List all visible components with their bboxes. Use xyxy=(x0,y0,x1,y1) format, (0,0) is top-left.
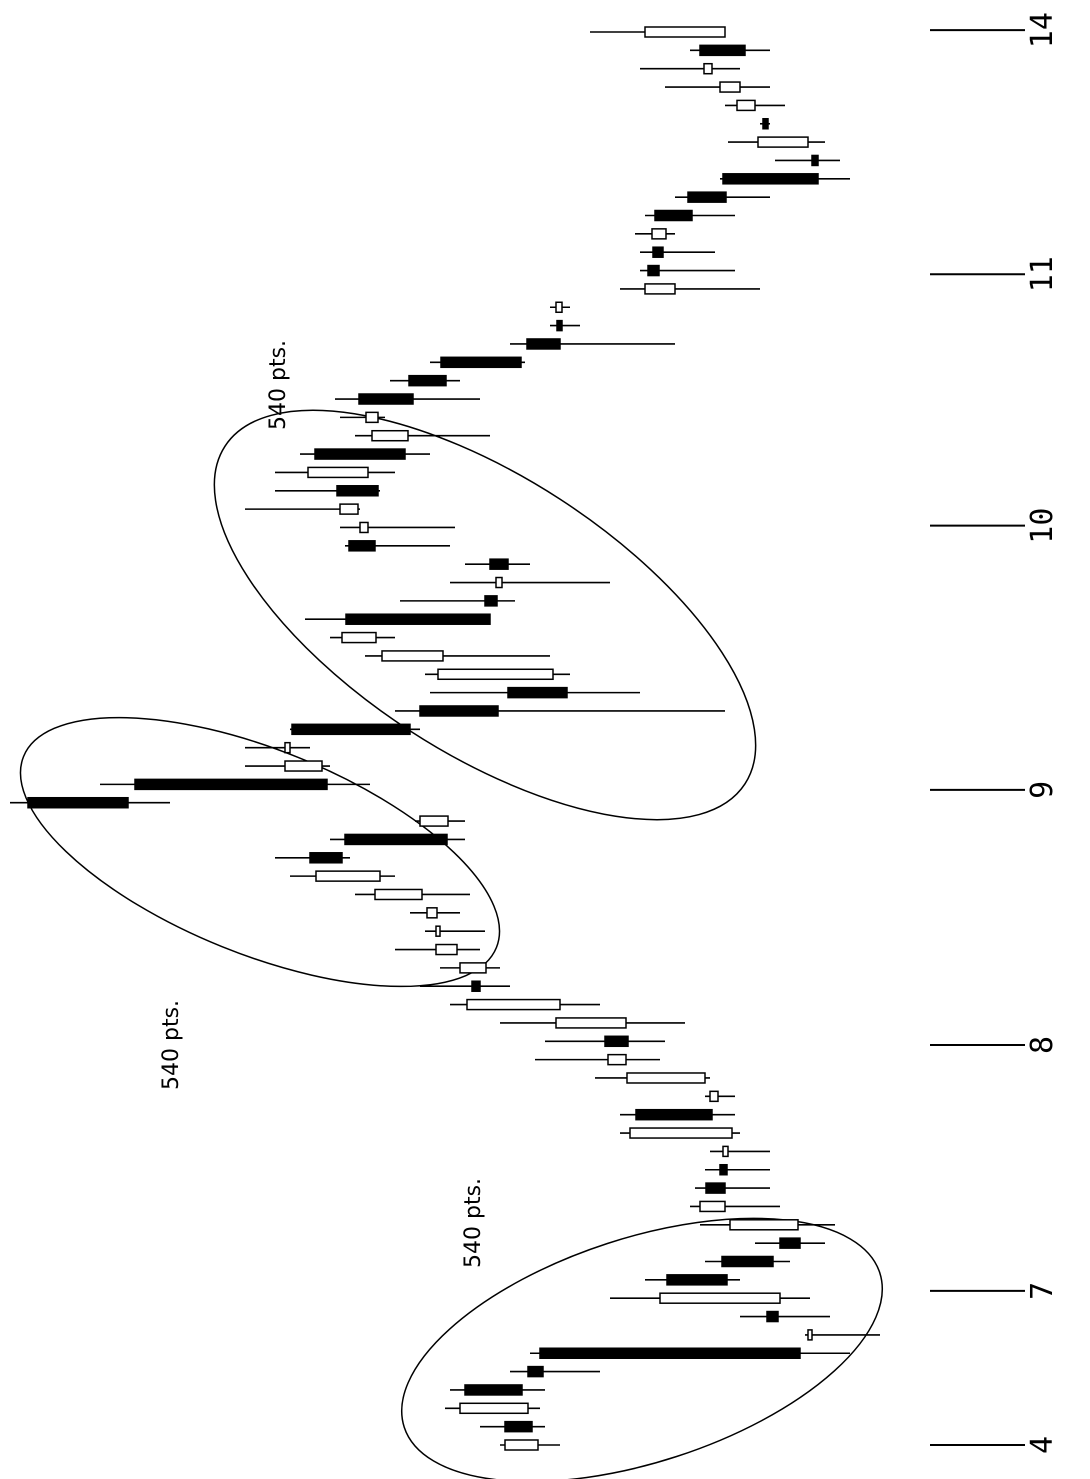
candle-body xyxy=(736,99,756,112)
candle-body xyxy=(629,1127,733,1139)
candle-body xyxy=(489,558,509,570)
candle-body xyxy=(687,191,727,203)
candle-body xyxy=(336,485,379,497)
candle-body xyxy=(666,1274,728,1286)
candle-body xyxy=(284,760,323,772)
candle-body xyxy=(719,81,741,93)
candle-body xyxy=(419,815,449,827)
candle-body xyxy=(435,943,458,956)
candle-body xyxy=(309,852,343,864)
candle-body xyxy=(504,1439,539,1451)
candle-body xyxy=(635,1108,713,1121)
candle-body xyxy=(484,595,498,607)
candle-body xyxy=(811,154,819,167)
candle-body xyxy=(604,1035,629,1048)
candle-body xyxy=(654,209,693,222)
candle-body xyxy=(507,686,568,699)
candle-body xyxy=(348,540,376,552)
candle-body xyxy=(371,429,409,442)
candle-body xyxy=(526,338,561,350)
candle-body xyxy=(527,1365,544,1378)
candle-body xyxy=(719,1163,728,1176)
candle-body xyxy=(339,503,359,515)
candle-body xyxy=(437,668,554,681)
candle-body xyxy=(471,980,481,992)
highlight-ellipse xyxy=(400,1217,884,1479)
annotation: 540 pts. xyxy=(159,1000,184,1090)
candle-body xyxy=(440,356,522,369)
candle-body xyxy=(359,521,369,534)
candle-body xyxy=(709,1090,719,1103)
x-tick-label: 9 xyxy=(1025,781,1060,799)
candle-body xyxy=(644,283,676,295)
candle-body xyxy=(419,705,499,717)
candle-body xyxy=(757,136,809,148)
candle-body xyxy=(381,650,444,662)
candle-body xyxy=(626,1072,706,1084)
candle-body xyxy=(27,796,129,809)
candle-body xyxy=(464,1384,523,1396)
candle-body xyxy=(459,962,487,974)
highlight-ellipse xyxy=(19,716,501,988)
candle-body xyxy=(365,411,379,424)
candle-body xyxy=(762,118,769,130)
annotation: 540 pts. xyxy=(461,1178,486,1268)
candle-body xyxy=(652,246,664,258)
candle-body xyxy=(345,613,491,625)
candle-body xyxy=(556,319,563,332)
candle-body xyxy=(779,1237,801,1249)
candle-body xyxy=(374,888,423,901)
candle-body xyxy=(495,576,503,589)
candle-body xyxy=(729,1219,799,1231)
x-tick-label: 8 xyxy=(1025,1036,1060,1054)
candle-body xyxy=(466,998,561,1011)
candle-body xyxy=(459,1402,529,1415)
candle-body xyxy=(699,1200,726,1213)
annotation: 540 pts. xyxy=(266,340,291,430)
candle-body xyxy=(644,26,726,38)
candle-body xyxy=(705,1182,726,1194)
candle-body xyxy=(607,1053,627,1066)
candle-body xyxy=(504,1420,533,1433)
candle-body xyxy=(344,833,448,846)
candle-body xyxy=(766,1310,779,1323)
candle-body xyxy=(341,631,377,644)
x-tick-label: 7 xyxy=(1025,1282,1060,1300)
candle-body xyxy=(539,1347,801,1359)
candle-body xyxy=(699,44,746,57)
candle-body xyxy=(284,741,291,754)
candle-body xyxy=(408,374,447,387)
candle-body xyxy=(307,466,369,479)
x-tick-label: 10 xyxy=(1025,508,1060,544)
x-tick-label: 11 xyxy=(1025,256,1060,292)
candle-body xyxy=(721,1255,774,1268)
candle-body xyxy=(555,301,563,314)
candle-body xyxy=(426,907,438,919)
candle-body xyxy=(703,62,713,75)
candle-body xyxy=(722,173,819,185)
candle-body xyxy=(315,870,381,882)
candle-body xyxy=(435,925,441,937)
candle-body xyxy=(807,1329,813,1341)
candle-body xyxy=(651,228,667,240)
x-tick-label: 14 xyxy=(1025,12,1060,48)
candle-body xyxy=(314,448,406,460)
candle-body xyxy=(659,1292,781,1304)
x-tick-label: 4 xyxy=(1025,1436,1060,1454)
candle-body xyxy=(555,1017,627,1029)
candle-body xyxy=(647,264,660,277)
candle-body xyxy=(358,393,414,405)
candle-body xyxy=(134,778,328,791)
candle-body xyxy=(722,1145,729,1158)
candle-body xyxy=(291,723,411,736)
